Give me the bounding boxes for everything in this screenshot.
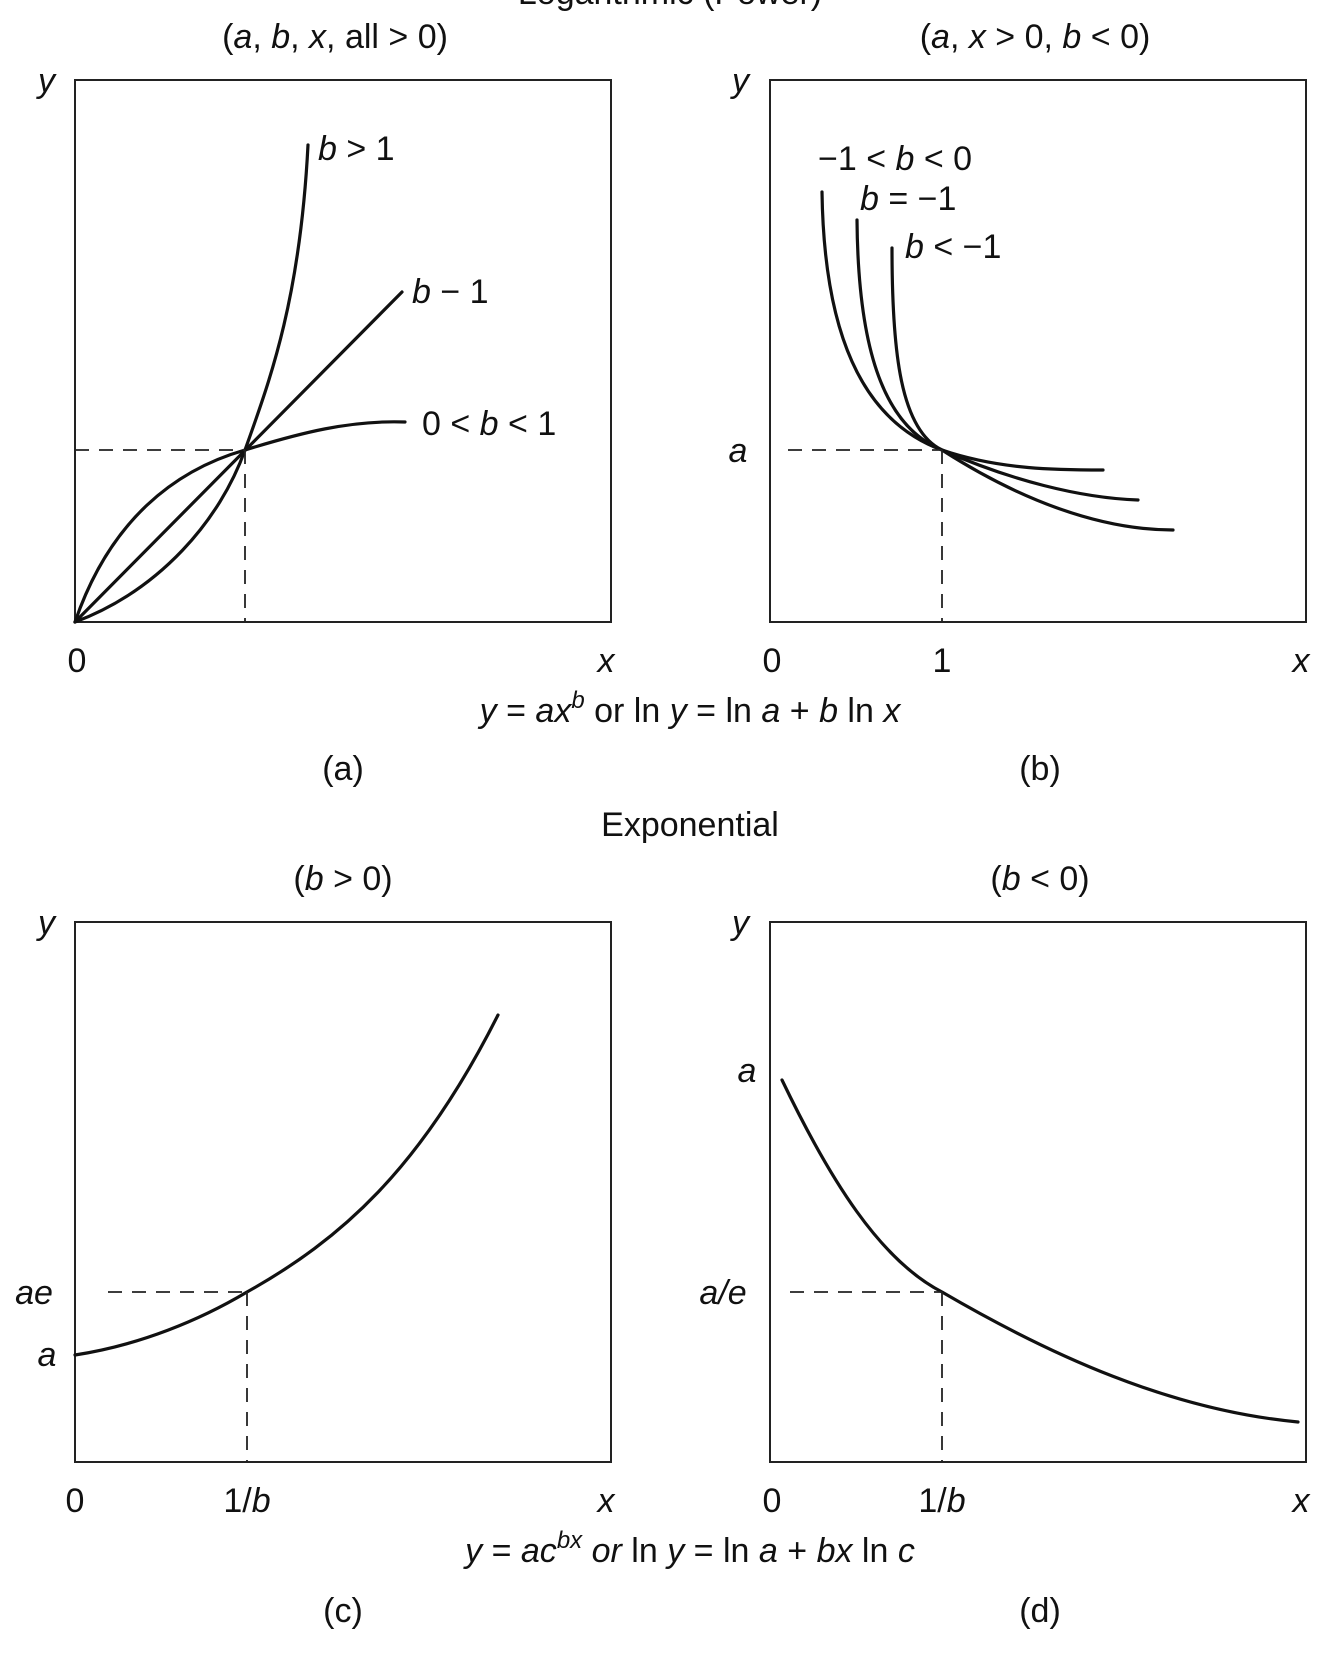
panel-b: (a, x > 0, b < 0) y a 0 1 x −1 < b < 0 b… <box>729 18 1311 788</box>
panel-c-origin: 0 <box>66 1482 85 1520</box>
panel-d-condition: (b < 0) <box>990 860 1089 898</box>
exponential-formula: y = acbx or ln y = ln a + bx ln c <box>463 1527 915 1570</box>
curve-b-equal-1 <box>73 290 404 624</box>
label-b-between-neg1-0: −1 < b < 0 <box>818 140 972 178</box>
panel-c: (b > 0) y ae a 0 1/b x (c) <box>15 860 615 1630</box>
panel-c-caption: (c) <box>323 1592 363 1630</box>
panel-c-y-tick-ae: ae <box>15 1274 53 1312</box>
panel-c-condition: (b > 0) <box>293 860 392 898</box>
panel-b-condition: (a, x > 0, b < 0) <box>920 18 1151 56</box>
panel-b-y-tick-a: a <box>729 432 748 470</box>
panel-d-x-tick: 1/b <box>918 1482 965 1520</box>
panel-a-caption: (a) <box>322 750 364 788</box>
panel-d-y-label: y <box>730 904 751 942</box>
panel-c-y-tick-a: a <box>38 1336 57 1374</box>
power-formula: y = axb or ln y = ln a + b ln x <box>478 687 902 730</box>
panel-b-x-label: x <box>1291 642 1311 680</box>
label-b-between-0-1: 0 < b < 1 <box>422 405 556 443</box>
panel-b-frame <box>769 79 1307 623</box>
curve-b-between-0-1 <box>73 420 407 624</box>
panel-d-caption: (d) <box>1019 1592 1061 1630</box>
panel-b-y-label: y <box>730 62 751 100</box>
panel-d-y-tick-a: a <box>738 1052 757 1090</box>
panel-a-x-label: x <box>596 642 616 680</box>
panel-c-x-tick: 1/b <box>223 1482 270 1520</box>
panel-c-x-label: x <box>596 1482 616 1520</box>
panel-d-x-label: x <box>1291 1482 1311 1520</box>
panel-c-frame <box>74 921 612 1463</box>
panel-d-origin: 0 <box>763 1482 782 1520</box>
power-heading: Logarithmic (Power) <box>518 0 822 12</box>
label-b-equal-neg1: b = −1 <box>860 180 956 218</box>
curve-exp-growth <box>73 1013 500 1357</box>
curve-b-less-neg1 <box>890 246 1175 532</box>
panel-a-condition: (a, b, x, all > 0) <box>222 18 448 56</box>
panel-d-frame <box>769 921 1307 1463</box>
panel-b-x-tick-1: 1 <box>933 642 952 680</box>
label-b-greater-1: b > 1 <box>318 130 395 168</box>
panel-b-caption: (b) <box>1019 750 1061 788</box>
panel-d: (b < 0) y a a/e 0 1/b x (d) <box>699 860 1310 1630</box>
label-b-equal-1: b − 1 <box>412 273 489 311</box>
panel-a-origin: 0 <box>68 642 87 680</box>
panel-c-y-label: y <box>36 904 57 942</box>
label-b-less-neg1: b < −1 <box>905 228 1001 266</box>
panel-a-y-label: y <box>36 62 57 100</box>
curve-exp-decay <box>780 1078 1300 1424</box>
panel-a-frame <box>74 79 612 623</box>
exponential-heading: Exponential <box>601 806 779 844</box>
panel-b-origin: 0 <box>763 642 782 680</box>
panel-a: (a, b, x, all > 0) y 0 x b > 1 b − 1 0 <… <box>36 18 616 788</box>
panel-d-y-tick-a-over-e: a/e <box>699 1274 746 1312</box>
